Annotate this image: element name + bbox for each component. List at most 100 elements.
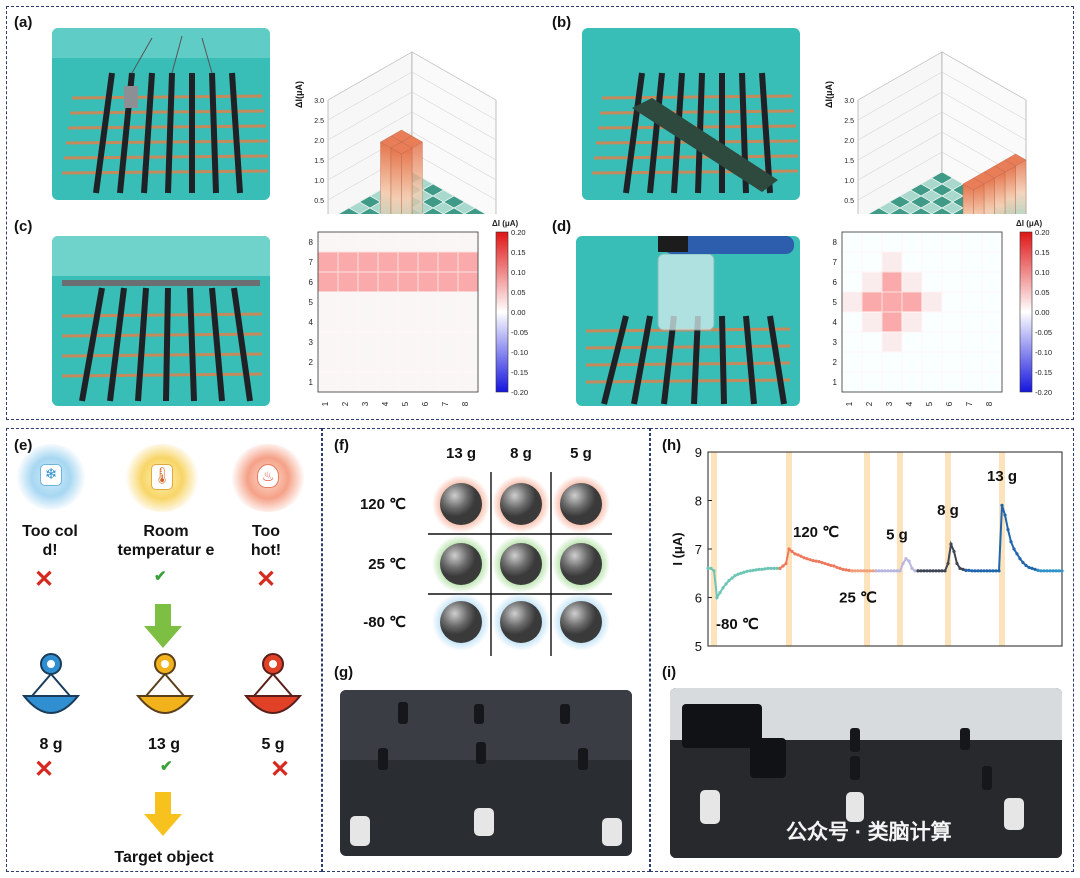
heatmap-cell bbox=[437, 231, 459, 253]
heatmap-cell bbox=[437, 371, 459, 393]
data-point bbox=[709, 566, 713, 570]
y-tick-label: 6 bbox=[695, 591, 702, 606]
y-tick-label: 9 bbox=[695, 445, 702, 460]
heatmap-cell bbox=[417, 311, 439, 333]
panel-label-c: (c) bbox=[14, 218, 33, 235]
data-point bbox=[868, 569, 872, 573]
data-point bbox=[1027, 565, 1031, 570]
heatmap-cell bbox=[961, 331, 983, 353]
data-point bbox=[781, 564, 785, 568]
heatmap-cell bbox=[397, 371, 419, 393]
heatmap-cell bbox=[417, 371, 439, 393]
data-point bbox=[937, 569, 941, 573]
colorbar-tick-label: 0.15 bbox=[1035, 248, 1050, 257]
data-point bbox=[820, 560, 824, 565]
metal-ball bbox=[440, 483, 482, 525]
chart-c-heatmap: 1 2 3 4 5 6 7 8 1 2 3 4 5 6 7 8 ΔI (μA) 0.20 0.15 0.10 0.05 0… bbox=[298, 214, 546, 414]
photo-b-sensor-array bbox=[582, 28, 800, 200]
heatmap-cell bbox=[417, 291, 439, 313]
heatmap-cell bbox=[337, 251, 359, 273]
metal-ball bbox=[500, 483, 542, 525]
data-point bbox=[901, 561, 905, 566]
heatmap-cell bbox=[337, 351, 359, 373]
heatmap-cell bbox=[457, 271, 479, 293]
data-point bbox=[790, 549, 794, 554]
heatmap-cell bbox=[881, 271, 903, 293]
annotation-label: 13 g bbox=[987, 468, 1017, 485]
row-header: 25 ℃ bbox=[368, 556, 406, 573]
heatmap-cell bbox=[357, 291, 379, 313]
flame-icon: ♨ bbox=[230, 444, 306, 512]
colorbar bbox=[495, 231, 509, 393]
temp-label-room: Room temperatur e bbox=[117, 523, 215, 559]
data-point bbox=[931, 569, 935, 573]
heatmap-cell bbox=[941, 271, 963, 293]
colorbar-tick-label: 0.05 bbox=[1035, 288, 1050, 297]
data-point bbox=[877, 569, 881, 573]
data-point bbox=[874, 569, 878, 573]
data-point bbox=[919, 569, 923, 573]
grid-line bbox=[327, 51, 497, 101]
annotation-label: 8 g bbox=[937, 502, 959, 519]
heatmap-cell bbox=[921, 311, 943, 333]
data-point bbox=[952, 549, 956, 554]
data-point bbox=[973, 569, 977, 573]
heatmap-cell bbox=[357, 371, 379, 393]
colorbar-tick-label: -0.10 bbox=[1035, 348, 1052, 357]
data-point bbox=[838, 566, 842, 570]
heatmap-cell bbox=[437, 251, 459, 273]
heatmap-cell bbox=[437, 311, 459, 333]
data-point bbox=[898, 569, 902, 573]
check-mark-13g: ✔ bbox=[160, 758, 173, 775]
series-line bbox=[918, 540, 967, 572]
data-point bbox=[970, 569, 974, 573]
colorbar-tick-label: 0.20 bbox=[511, 228, 526, 237]
heatmap-cell bbox=[981, 251, 1003, 273]
heatmap-cell bbox=[357, 331, 379, 353]
data-point bbox=[712, 569, 716, 573]
panel-label-h: (h) bbox=[662, 437, 682, 454]
heatmap-cell bbox=[337, 371, 359, 393]
data-point bbox=[934, 569, 938, 573]
heatmap-cell bbox=[941, 231, 963, 253]
y-tick-label: 8 bbox=[309, 238, 314, 247]
heatmap-cell bbox=[981, 351, 1003, 373]
heatmap-cell bbox=[981, 231, 1003, 253]
panel-e-frame bbox=[6, 428, 322, 872]
y-tick-label: 4 bbox=[833, 318, 838, 327]
temp-label-cold: Too col d! bbox=[22, 523, 78, 559]
x-tick-label: 1 bbox=[321, 401, 330, 406]
data-point bbox=[1006, 528, 1010, 532]
colorbar-tick-label: -0.15 bbox=[511, 368, 528, 377]
heatmap-cell bbox=[981, 331, 1003, 353]
data-point bbox=[835, 565, 839, 570]
z-tick-label: 3.0 bbox=[314, 98, 324, 105]
x-tick-label: 8 bbox=[461, 401, 470, 406]
heatmap-cell bbox=[961, 271, 983, 293]
target-object-label: Target object bbox=[114, 849, 214, 866]
data-point bbox=[1000, 503, 1004, 507]
heatmap-cell bbox=[901, 271, 923, 293]
colorbar-tick-label: 0.05 bbox=[511, 288, 526, 297]
colorbar-label: ΔI (μA) bbox=[492, 219, 519, 228]
heatmap-cell bbox=[881, 311, 903, 333]
heatmap-cell bbox=[457, 351, 479, 373]
y-tick-label: 6 bbox=[309, 278, 314, 287]
heatmap-cell bbox=[981, 311, 1003, 333]
weight-label-5g: 5 g bbox=[261, 736, 285, 753]
colorbar-tick-label: 0.15 bbox=[511, 248, 526, 257]
data-point bbox=[793, 552, 797, 556]
heatmap-cell bbox=[397, 291, 419, 313]
data-point bbox=[997, 569, 1001, 573]
heatmap-cell bbox=[841, 351, 863, 373]
data-point bbox=[796, 553, 800, 557]
data-point bbox=[904, 557, 908, 561]
y-tick-label: 1 bbox=[309, 378, 314, 387]
data-point bbox=[778, 566, 782, 570]
heatmap-cell bbox=[901, 371, 923, 393]
heatmap-cell bbox=[901, 351, 923, 373]
grid-line bbox=[857, 51, 1027, 101]
data-point bbox=[829, 563, 833, 568]
column-header: 13 g bbox=[446, 445, 476, 462]
data-point bbox=[1060, 569, 1064, 573]
